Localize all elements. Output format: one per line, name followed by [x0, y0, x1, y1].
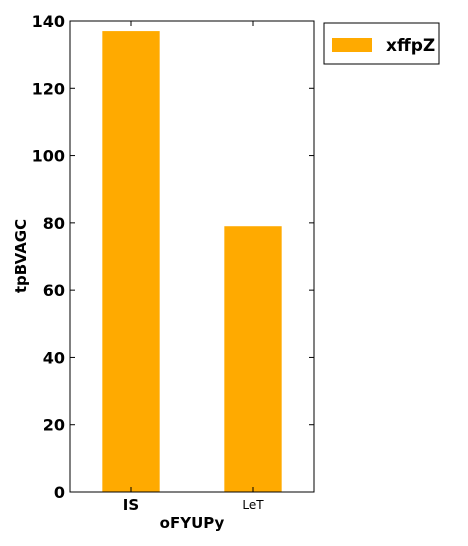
bar-is	[102, 31, 160, 493]
y-tick-label: 120	[32, 79, 65, 98]
y-tick-label: 80	[43, 214, 65, 233]
y-tick-label: 40	[43, 348, 65, 367]
x-axis-title: oFYUPy	[160, 514, 225, 532]
y-tick-label: 20	[43, 416, 65, 435]
plot-area: IS LeT 0 20 40 60 80 100 120 140	[32, 12, 315, 514]
y-tick-label: 0	[54, 483, 65, 502]
legend-swatch	[332, 38, 372, 52]
plot-frame	[69, 20, 315, 493]
y-tick-label: 60	[43, 281, 65, 300]
bar-let	[224, 226, 282, 492]
y-tick-label: 140	[32, 12, 65, 31]
legend: xffpZ	[323, 22, 440, 65]
y-tick-label: 100	[32, 147, 65, 166]
y-axis-title: tpBVAGC	[12, 219, 30, 293]
x-tick-label: IS	[123, 496, 139, 514]
legend-label: xffpZ	[386, 36, 435, 56]
x-tick-label: LeT	[242, 498, 264, 512]
